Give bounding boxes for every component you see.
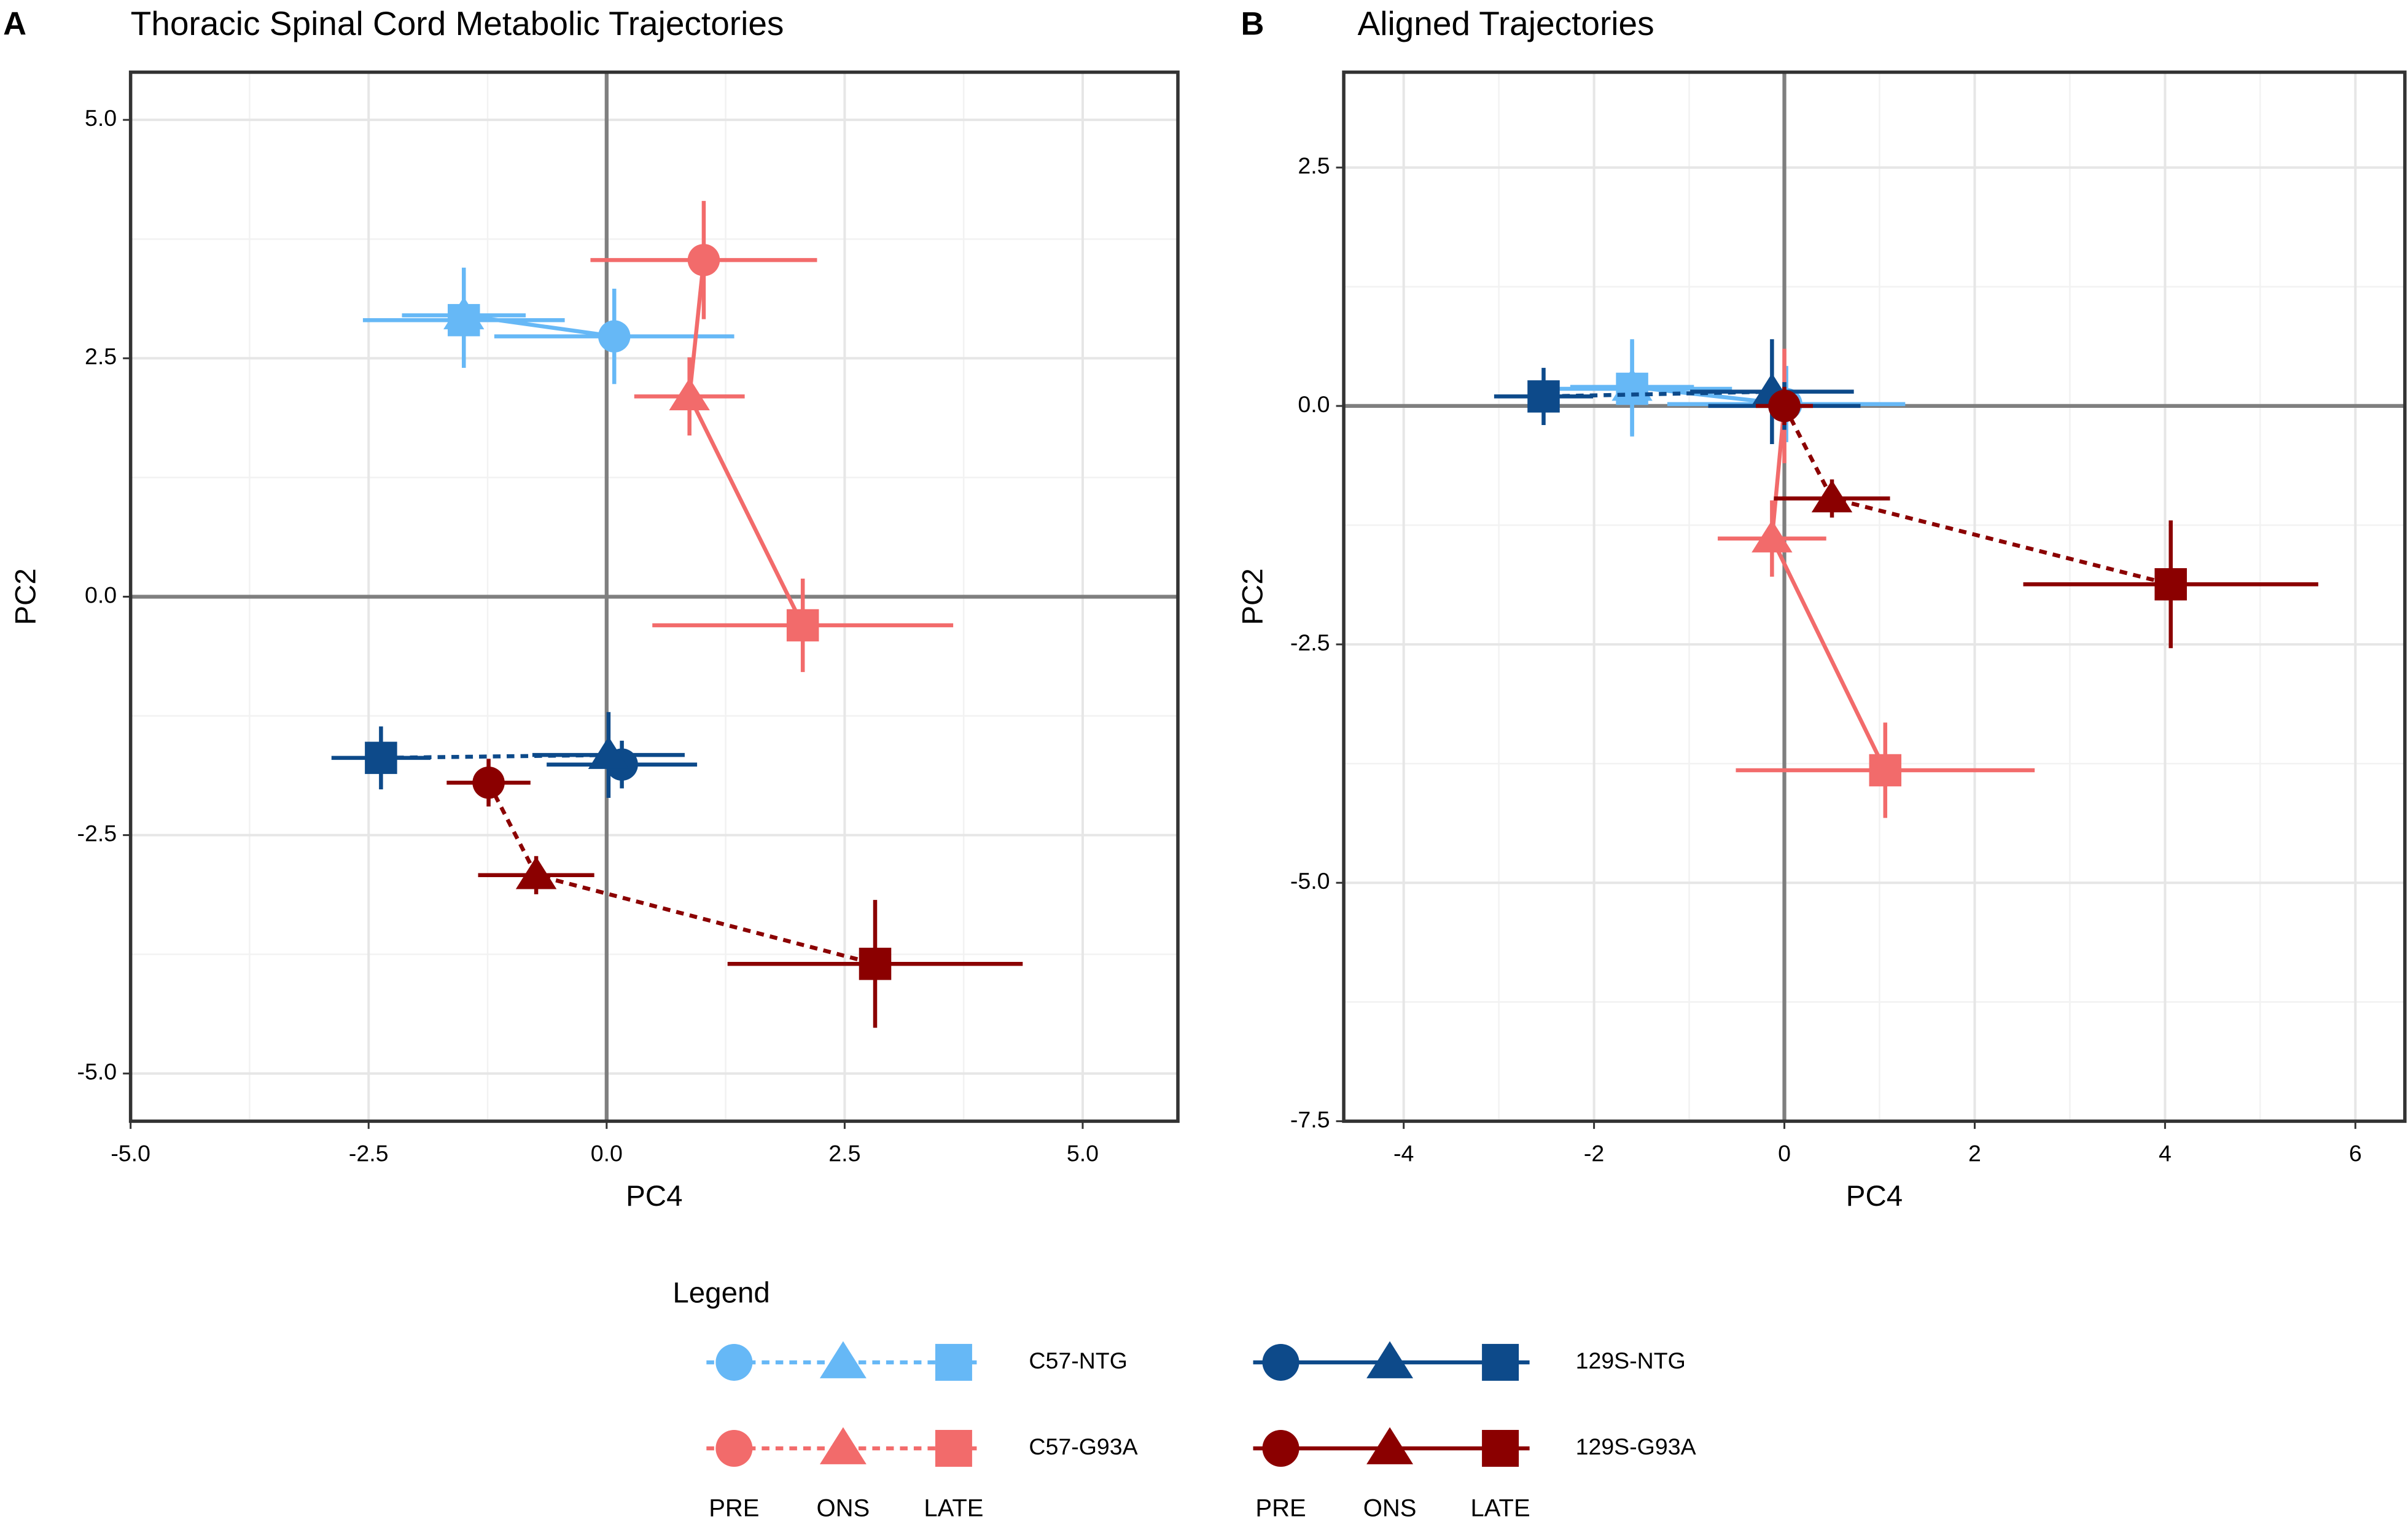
- legend-symbol: [1262, 1429, 1299, 1467]
- legend-symbol: [935, 1343, 972, 1381]
- panel-title: Thoracic Spinal Cord Metabolic Trajector…: [131, 4, 784, 42]
- x-tick-label: -2: [1584, 1140, 1604, 1166]
- plot-border: [1342, 70, 2407, 1123]
- y-tick-label: -5.0: [77, 1059, 117, 1085]
- legend-title: Legend: [672, 1276, 770, 1309]
- y-tick-label: 0.0: [85, 582, 117, 607]
- plot-border: [128, 70, 1180, 1123]
- point: [2154, 568, 2187, 601]
- legend-label: 129S-G93A: [1576, 1434, 1696, 1459]
- legend-symbol: [1482, 1343, 1519, 1381]
- y-tick-label: -2.5: [1290, 630, 1330, 655]
- point: [786, 609, 819, 642]
- legend-stage-label: LATE: [1471, 1495, 1530, 1519]
- x-tick-label: 2: [1968, 1140, 1981, 1166]
- x-axis-label: PC4: [626, 1180, 682, 1212]
- legend-stage-label: ONS: [817, 1495, 870, 1519]
- x-tick-label: -4: [1393, 1140, 1414, 1166]
- panel-letter: A: [3, 6, 26, 42]
- legend-symbol: [819, 1427, 867, 1464]
- point: [1751, 520, 1793, 553]
- y-tick-label: 5.0: [85, 105, 117, 131]
- point: [1811, 480, 1853, 513]
- legend-symbol: [1366, 1341, 1414, 1378]
- point: [588, 736, 629, 769]
- legend-symbol: [935, 1429, 972, 1467]
- x-tick-label: -5.0: [111, 1140, 150, 1166]
- legend-symbol: [715, 1429, 753, 1467]
- point: [1869, 754, 1902, 787]
- point: [365, 741, 397, 775]
- legend-stage-label: ONS: [1363, 1495, 1417, 1519]
- legend-label: 129S-NTG: [1576, 1348, 1686, 1373]
- plot-background: [1344, 72, 2405, 1122]
- legend-stage-label: PRE: [1255, 1495, 1306, 1519]
- panel-letter: B: [1241, 6, 1264, 42]
- legend-symbol: [715, 1343, 753, 1381]
- y-tick-label: 0.0: [1298, 391, 1330, 417]
- point: [598, 320, 631, 353]
- y-tick-label: 2.5: [1298, 153, 1330, 179]
- legend-symbol: [1482, 1429, 1519, 1467]
- point: [1616, 372, 1648, 405]
- legend-symbol: [819, 1341, 867, 1378]
- y-tick-label: -2.5: [77, 820, 117, 846]
- point: [515, 856, 557, 889]
- point: [859, 947, 892, 980]
- legend-stage-label: PRE: [709, 1495, 759, 1519]
- x-tick-label: 2.5: [828, 1140, 860, 1166]
- point: [1527, 380, 1560, 413]
- point: [472, 766, 505, 799]
- legend-label: C57-NTG: [1029, 1348, 1127, 1373]
- y-tick-label: -5.0: [1290, 868, 1330, 894]
- y-tick-label: 2.5: [85, 343, 117, 369]
- legend-stage-label: LATE: [924, 1495, 983, 1519]
- legend-symbol: [1366, 1427, 1414, 1464]
- point: [448, 303, 480, 337]
- legend-label: C57-G93A: [1029, 1434, 1137, 1459]
- x-tick-label: 0: [1778, 1140, 1791, 1166]
- x-tick-label: 4: [2159, 1140, 2172, 1166]
- x-tick-label: 6: [2349, 1140, 2362, 1166]
- x-tick-label: -2.5: [349, 1140, 389, 1166]
- x-tick-label: 5.0: [1067, 1140, 1099, 1166]
- point: [669, 378, 710, 411]
- y-tick-label: -7.5: [1290, 1106, 1330, 1132]
- y-axis-label: PC2: [10, 568, 42, 625]
- point: [1768, 389, 1801, 423]
- point: [687, 244, 720, 276]
- x-axis-label: PC4: [1846, 1180, 1903, 1212]
- panel-title: Aligned Trajectories: [1358, 4, 1654, 42]
- legend-symbol: [1262, 1343, 1299, 1381]
- x-tick-label: 0.0: [591, 1140, 623, 1166]
- y-axis-label: PC2: [1237, 568, 1269, 625]
